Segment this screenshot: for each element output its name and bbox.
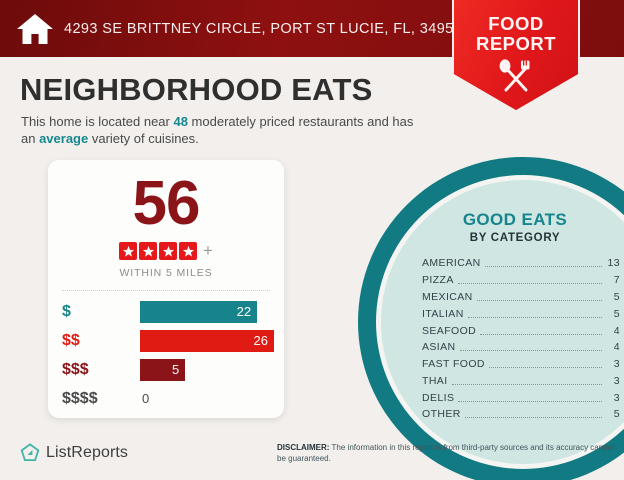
category-count: 3 [613, 391, 620, 404]
category-row: DELIS 3 [410, 389, 620, 406]
category-name: PIZZA [422, 274, 454, 287]
category-row: ASIAN 4 [410, 339, 620, 356]
bar-track: 22 [140, 300, 274, 323]
category-count: 13 [607, 257, 620, 270]
price-level-label: $$$ [62, 360, 89, 378]
category-row: FAST FOOD 3 [410, 356, 620, 373]
star-icon [119, 242, 138, 260]
page-title: NEIGHBORHOOD EATS [20, 72, 373, 107]
badge-line-1: FOOD [488, 13, 544, 34]
bar-track: 26 [140, 329, 274, 352]
card-divider [62, 290, 270, 291]
category-dot-leader [476, 299, 602, 301]
category-name: SEAFOOD [422, 324, 477, 337]
category-row: SEAFOOD 4 [410, 322, 620, 339]
category-dot-leader [480, 333, 602, 335]
category-name: MEXICAN [422, 290, 473, 303]
price-level-row: $$$ 5 [48, 355, 284, 384]
category-count: 5 [613, 408, 620, 421]
disclaimer-label: DISCLAIMER: [277, 443, 330, 452]
rating-plus: + [203, 241, 213, 260]
bar-fill: 22 [140, 300, 258, 323]
category-row: AMERICAN 13 [410, 255, 620, 272]
category-dot-leader [467, 316, 602, 318]
price-level-label: $$$$ [62, 389, 98, 407]
category-count: 4 [613, 324, 620, 337]
category-row: ITALIAN 5 [410, 305, 620, 322]
subtitle-variety-level: average [39, 131, 89, 146]
bar-value-zero: 0 [142, 390, 150, 406]
category-row: MEXICAN 5 [410, 289, 620, 306]
category-name: ITALIAN [422, 307, 464, 320]
subtitle-text-3: variety of cuisines. [88, 131, 199, 146]
property-address: 4293 SE BRITTNEY CIRCLE, PORT ST LUCIE, … [64, 20, 463, 37]
star-icon [159, 242, 178, 260]
good-eats-title: GOOD EATS [462, 210, 568, 229]
price-level-label: $$ [62, 331, 80, 349]
house-icon [17, 13, 53, 44]
star-icon [139, 242, 158, 260]
disclaimer-text: The information in this report is from t… [277, 443, 615, 463]
category-count: 7 [613, 274, 620, 287]
restaurant-count: 56 [132, 169, 201, 238]
listreports-logo[interactable]: ListReports [20, 443, 128, 463]
price-level-bar-chart: $22 $$ 26 $$$ 5 $$$$ 0 [48, 297, 284, 413]
category-dot-leader [464, 417, 602, 419]
bar-track: 5 [140, 358, 274, 381]
star-rating: + [48, 241, 284, 261]
subtitle-text-2: moderately priced restaurants and has an [21, 114, 414, 146]
good-eats-list: AMERICAN 13 PIZZA 7 MEXICAN 5 ITALIAN 5 SEAFOOD 4… [410, 255, 620, 423]
listreports-tag-icon [20, 443, 40, 461]
category-dot-leader [459, 350, 602, 352]
price-level-row: $22 [48, 297, 284, 326]
listreports-logo-text: ListReports [46, 444, 129, 461]
category-count: 3 [613, 374, 620, 387]
category-count: 3 [613, 358, 620, 371]
category-dot-leader [451, 383, 602, 385]
bar-track: 0 [140, 388, 274, 410]
price-level-row: $$ 26 [48, 326, 284, 355]
subtitle-text-1: This home is located near [21, 114, 174, 129]
category-row: THAI 3 [410, 372, 620, 389]
category-dot-leader [457, 283, 602, 285]
good-eats-circle [381, 180, 624, 464]
bar-fill: 26 [140, 329, 274, 352]
food-report-badge: FOOD REPORT [452, 0, 580, 110]
category-dot-leader [458, 400, 602, 402]
category-name: FAST FOOD [422, 358, 485, 371]
category-row: PIZZA 7 [410, 272, 620, 289]
category-name: ASIAN [422, 341, 456, 354]
category-row: OTHER 5 [410, 406, 620, 423]
category-count: 5 [613, 290, 620, 303]
category-name: DELIS [422, 391, 455, 404]
category-dot-leader [488, 367, 602, 369]
category-dot-leader [484, 266, 602, 268]
restaurant-summary-card: 56 + WITHIN 5 MILES $22 $$ 26 $$$ 5 $$$$ 0 [48, 160, 284, 418]
subtitle-restaurant-count: 48 [173, 114, 188, 129]
radius-label: WITHIN 5 MILES [119, 267, 213, 279]
badge-content: FOOD REPORT [452, 0, 580, 110]
category-name: THAI [422, 374, 448, 387]
category-count: 5 [613, 307, 620, 320]
category-count: 4 [613, 341, 620, 354]
category-name: OTHER [422, 408, 461, 421]
spoon-fork-icon [499, 59, 530, 92]
price-level-row: $$$$ 0 [48, 384, 284, 413]
star-icon [179, 242, 198, 260]
disclaimer: DISCLAIMER: The information in this repo… [277, 443, 615, 464]
badge-line-2: REPORT [475, 33, 557, 54]
price-level-label: $ [62, 302, 71, 320]
good-eats-subtitle: BY CATEGORY [469, 232, 561, 244]
bar-fill: 5 [140, 358, 186, 381]
good-eats-panel: GOOD EATS BY CATEGORY AMERICAN 13 PIZZA 7 ME… [410, 210, 620, 423]
page-subtitle: This home is located near 48 moderately … [21, 113, 431, 147]
category-name: AMERICAN [422, 257, 481, 270]
